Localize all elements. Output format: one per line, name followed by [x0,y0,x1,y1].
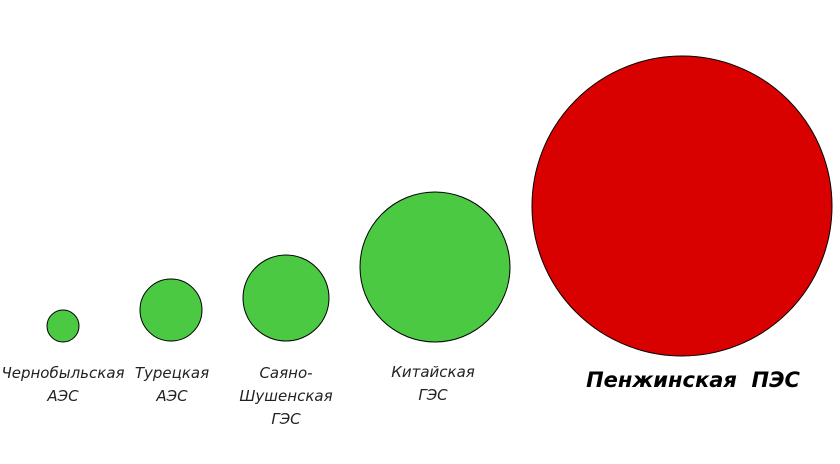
label: Турецкая [135,364,209,382]
circle [359,191,511,343]
circle [46,309,80,343]
label: ГЭС [271,410,301,428]
circle [242,254,330,342]
circle [139,278,203,342]
label: АЭС [46,387,79,405]
label: ГЭС [418,386,448,404]
label: Пенжинская ПЭС [586,368,800,392]
circle [531,55,833,357]
label: Саяно- [259,364,312,382]
label: АЭС [155,387,188,405]
label: Шушенская [239,387,332,405]
label: Китайская [391,363,475,381]
label: Чернобыльская [1,364,124,382]
